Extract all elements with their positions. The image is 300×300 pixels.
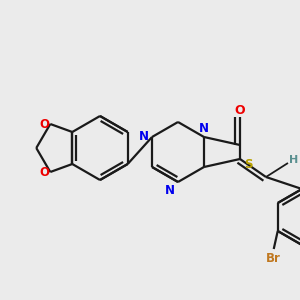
Text: N: N: [199, 122, 209, 136]
Text: O: O: [39, 118, 49, 130]
Text: H: H: [290, 155, 298, 165]
Text: N: N: [165, 184, 175, 196]
Text: O: O: [39, 166, 49, 178]
Text: Br: Br: [266, 251, 281, 265]
Text: S: S: [244, 158, 252, 172]
Text: N: N: [139, 130, 149, 143]
Text: O: O: [235, 103, 245, 116]
